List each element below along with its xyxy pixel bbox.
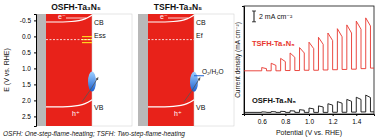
scale-bar-label: 2 mA cm⁻² (259, 13, 293, 20)
series-label: OSFH-Ta₃N₅ (252, 96, 296, 105)
electron-label: e⁻ (58, 13, 66, 20)
energy-axis: -0.5 0.0 0.5 1.0 1.5 2.0 2.5 (20, 15, 37, 127)
hole-label: h⁺ (72, 110, 80, 117)
droplet (190, 72, 198, 92)
figure: e⁻CBVBh⁺EssOSFH-Ta₃N₅e⁻CBVBh⁺EfO₂/H₂OTSF… (0, 0, 378, 140)
tick-mark (34, 52, 36, 53)
tick-label: 1.0 (305, 118, 314, 125)
plot-area (244, 18, 374, 113)
tick-mark (34, 36, 36, 37)
axis-title: E (V vs. RHE) (3, 48, 11, 92)
cb-label: CB (196, 19, 206, 26)
hole-arrow (184, 78, 200, 102)
electron-arrow (168, 18, 188, 19)
semiconductor (148, 14, 194, 126)
tick-label: 1.2 (329, 118, 338, 125)
y-axis-title: Current density (mA cm⁻²) (234, 22, 242, 98)
electron-label: e⁻ (160, 13, 168, 20)
level-label: Ess (94, 32, 106, 39)
vb-label: VB (94, 104, 104, 111)
tick-mark (34, 68, 36, 69)
series-line (244, 95, 374, 112)
tick: -0.5 (20, 17, 36, 24)
conduction-band (46, 15, 92, 22)
x-axis: 0.6 0.8 1.0 1.2 1.4 (245, 114, 375, 125)
level-label: Ef (196, 32, 203, 39)
x-axis-title: Potential (V vs. RHE) (276, 129, 342, 137)
tick: 0.0 (22, 33, 36, 40)
surface-state (82, 36, 92, 37)
tick-label: -0.5 (20, 17, 32, 24)
hole-arrow (82, 78, 98, 102)
tick-label: 1.5 (22, 81, 31, 88)
tick-label: 0.8 (281, 118, 290, 125)
redox-level (194, 75, 204, 76)
electrode (36, 14, 46, 126)
tick-mark (34, 84, 36, 85)
scale-bar: 2 mA cm⁻² (252, 11, 293, 22)
vb-label: VB (196, 104, 206, 111)
droplet (88, 72, 96, 92)
plot-frame (244, 6, 374, 114)
conduction-band (148, 15, 194, 22)
electrolyte (194, 14, 234, 126)
tick: 1.4 (352, 114, 361, 125)
electrolyte (92, 14, 132, 126)
redox-label: O₂/H₂O (202, 68, 224, 75)
series-line (244, 18, 374, 71)
tick-label: 0.0 (22, 33, 31, 40)
tick-label: 2.5 (22, 113, 31, 120)
surface-state (82, 39, 92, 40)
electron-arrow (66, 18, 86, 19)
tick-mark (34, 20, 36, 21)
scale-bar-cap (252, 11, 256, 12)
electrode (138, 14, 148, 126)
axis-line (34, 15, 37, 127)
tick: 0.8 (281, 114, 290, 125)
band-panel: e⁻ CB VB h⁺ Ef O₂/H₂O TSFH-Ta₃N₅ (138, 2, 234, 126)
cb-label: CB (94, 19, 104, 26)
tick: 2.5 (22, 113, 36, 120)
tick-mark (34, 116, 36, 117)
tick: 2.0 (22, 97, 36, 104)
tick-mark (34, 100, 36, 101)
tick-label: 1.0 (22, 65, 31, 72)
band-panel: e⁻ CB VB h⁺ Ess OSFH-Ta₃N₅ (36, 2, 132, 126)
panel-title: OSFH-Ta₃N₅ (51, 2, 101, 12)
valence-band (46, 100, 92, 107)
tick-label: 0.6 (258, 118, 267, 125)
footnote: OSFH: One-step-flame-heating; TSFH: Two-… (3, 130, 185, 138)
tick: 1.2 (329, 114, 338, 125)
valence-band (148, 100, 194, 107)
tick: 0.6 (258, 114, 267, 125)
level-line (46, 39, 92, 40)
scale-bar-line (254, 11, 255, 22)
series-label: TSFH-Ta₃N₅ (252, 39, 295, 48)
tick-label: 2.0 (22, 97, 31, 104)
tick: 1.0 (22, 65, 36, 72)
tick-label: 1.4 (352, 118, 361, 125)
surface-state (82, 42, 92, 43)
tick: 0.5 (22, 49, 36, 56)
tick: 1.0 (305, 114, 314, 125)
axis-line (245, 115, 375, 117)
panel-title: TSFH-Ta₃N₅ (154, 2, 202, 12)
tick-label: 0.5 (22, 49, 31, 56)
level-line (148, 39, 194, 40)
hole-label: h⁺ (174, 110, 182, 117)
semiconductor (46, 14, 92, 126)
tick: 1.5 (22, 81, 36, 88)
scale-bar-cap (252, 21, 256, 22)
